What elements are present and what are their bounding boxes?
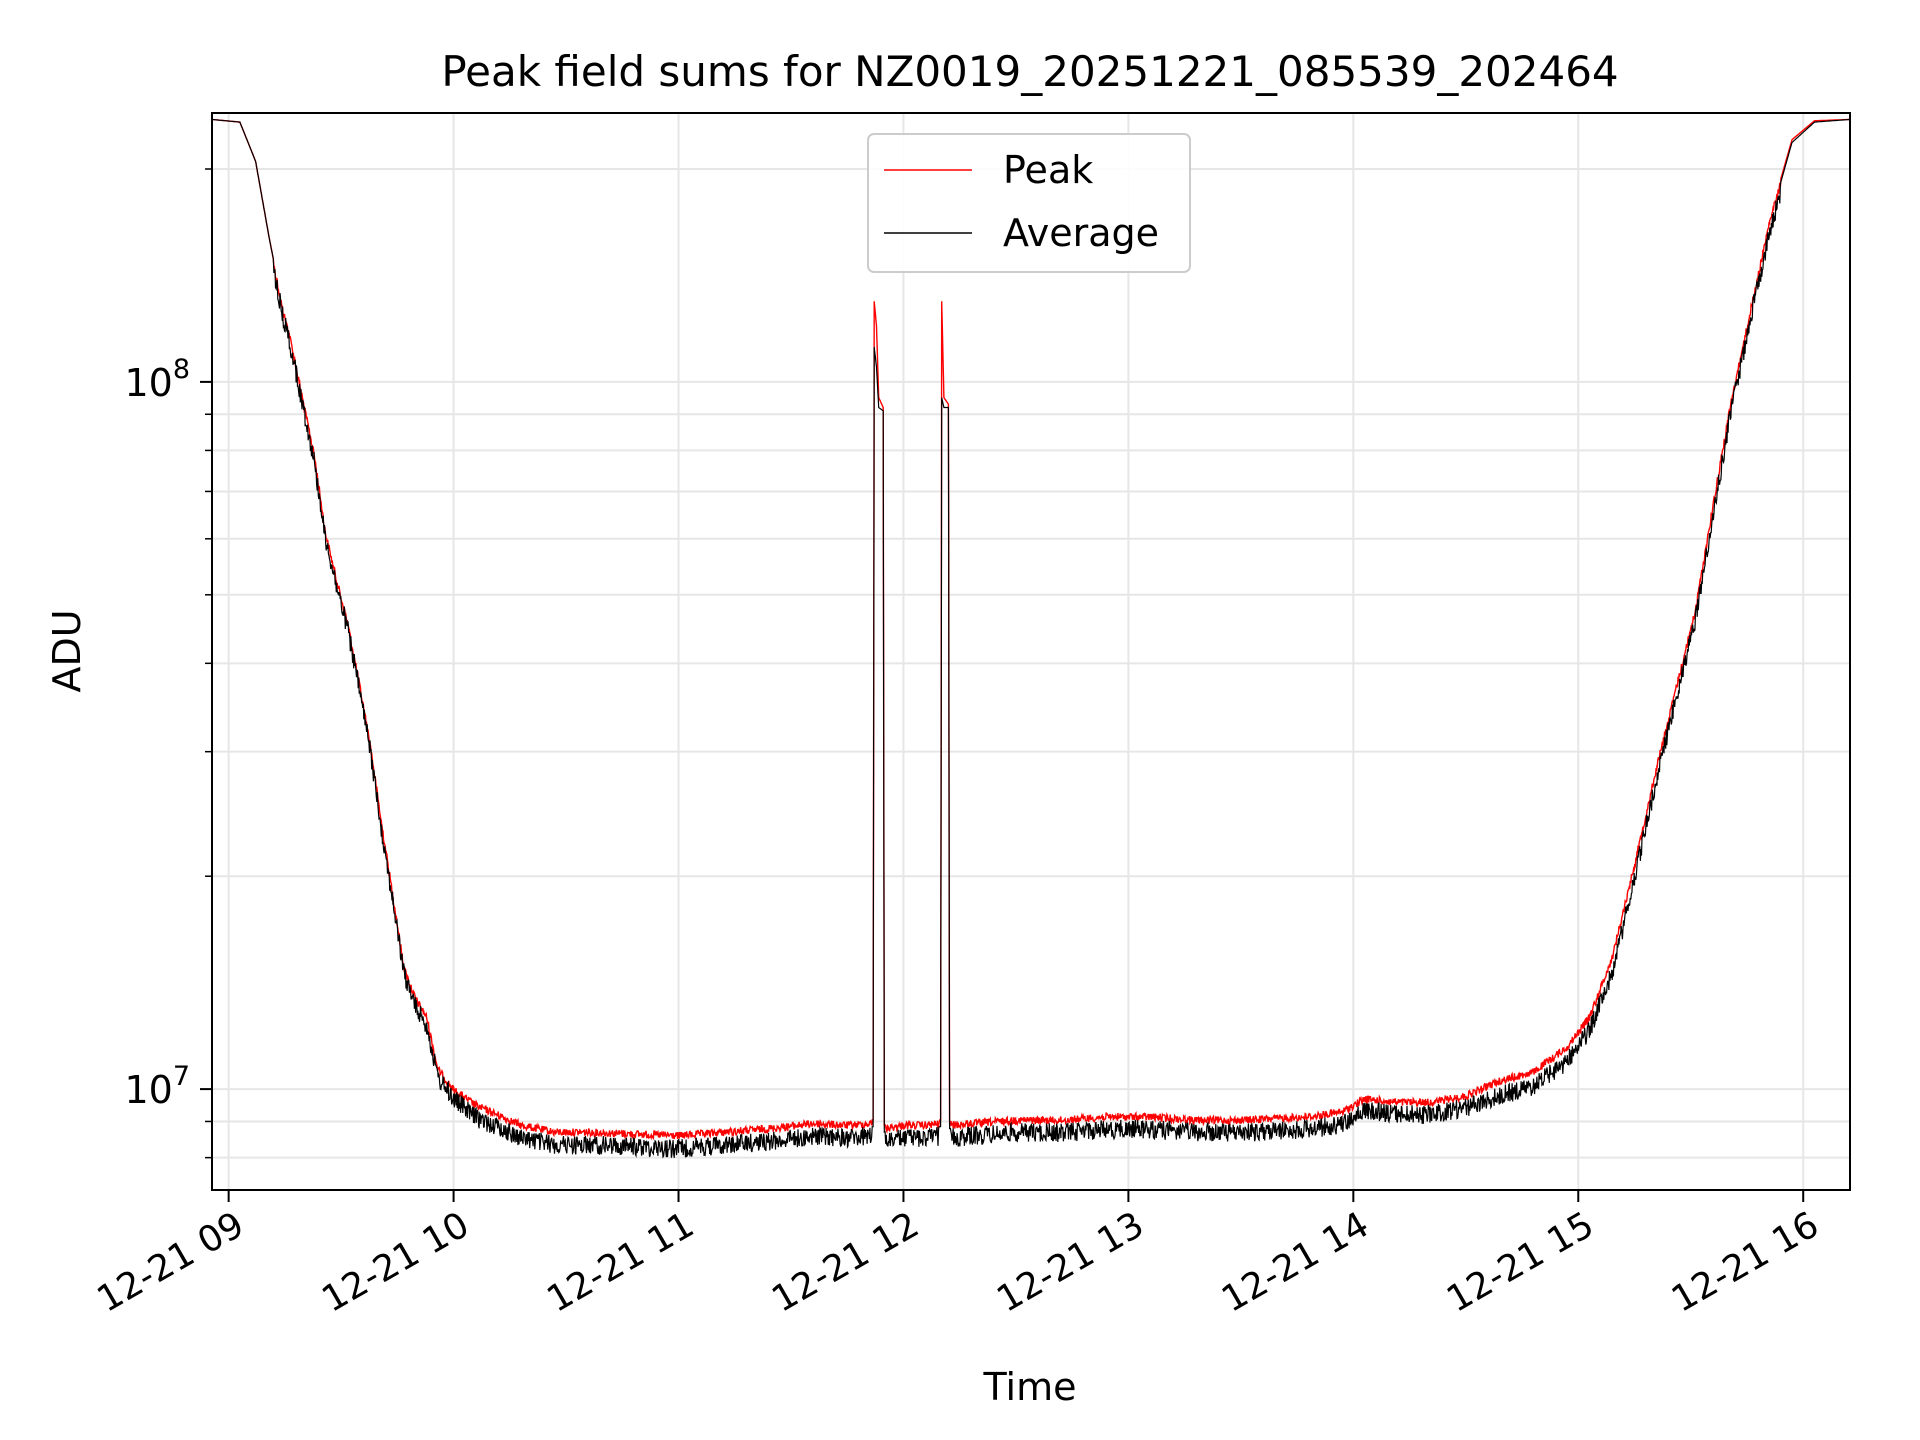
chart-title: Peak field sums for NZ0019_20251221_0855…	[441, 47, 1618, 96]
legend-box	[867, 133, 1191, 273]
plot-frame	[211, 112, 1851, 1191]
x-axis-label: Time	[983, 1365, 1077, 1409]
series-line-average	[212, 118, 1850, 1159]
legend-label-peak: Peak	[1003, 148, 1093, 192]
y-tick-label: 107	[124, 1061, 190, 1112]
series-group	[212, 118, 1850, 1159]
legend-label-average: Average	[1003, 211, 1159, 255]
y-axis-label: ADU	[45, 609, 89, 692]
series-line-peak	[212, 118, 1850, 1141]
y-tick-label: 108	[124, 354, 190, 405]
legend: Peak Average	[867, 133, 1191, 273]
